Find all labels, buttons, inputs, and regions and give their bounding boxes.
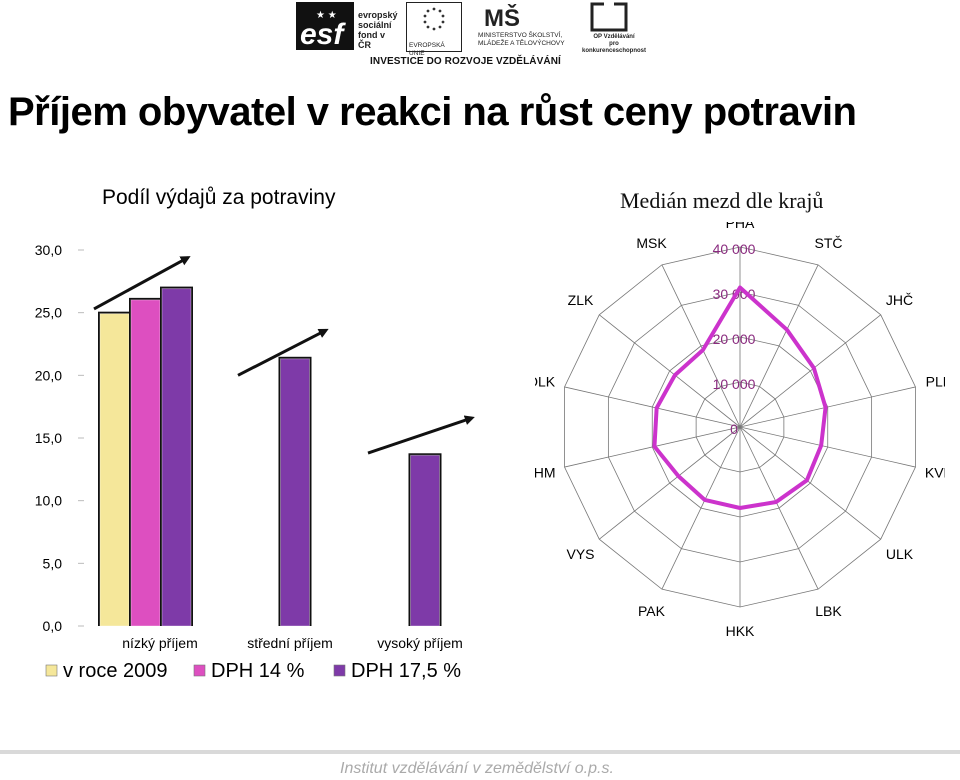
radar-category-label: STČ	[815, 235, 843, 251]
eu-logo: EVROPSKÁ UNIE	[406, 2, 462, 57]
increase-arrow	[93, 256, 191, 311]
radar-category-label: PLK	[926, 374, 945, 390]
esf-line-3: fond v ČR	[358, 30, 385, 50]
header-logos: esf ★ ★ evropský sociální fond v ČR EVRO…	[290, 2, 650, 70]
radar-chart-title: Medián mezd dle krajů	[620, 188, 824, 213]
msmt-line-2: MLÁDEŽE A TĚLOVÝCHOVY	[478, 40, 565, 47]
legend-swatch	[45, 664, 58, 677]
op-logo-icon	[590, 2, 628, 32]
radar-spoke	[739, 314, 881, 428]
msmt-line-1: MINISTERSTVO ŠKOLSTVÍ,	[478, 32, 563, 39]
radar-spoke	[599, 314, 741, 428]
radar-tick-label: 20 000	[713, 331, 756, 347]
page-title: Příjem obyvatel v reakci na růst ceny po…	[8, 90, 857, 134]
y-tick-label: 20,0	[35, 367, 62, 383]
esf-line-2: sociální	[358, 20, 392, 30]
radar-spoke	[564, 386, 741, 428]
radar-spoke	[739, 426, 819, 590]
bar	[410, 454, 440, 627]
y-tick-label: 0,0	[43, 618, 63, 634]
msmt-logo: MŠ MINISTERSTVO ŠKOLSTVÍ, MLÁDEŽE A TĚLO…	[478, 2, 568, 52]
legend-label: DPH 14 %	[211, 660, 305, 682]
footer-text: Institut vzdělávání v zemědělství o.p.s.	[340, 760, 614, 777]
radar-category-label: VYS	[566, 546, 594, 562]
radar-spoke	[739, 426, 916, 468]
radar-category-label: OLK	[535, 374, 556, 390]
bar	[99, 313, 130, 627]
svg-text:esf: esf	[300, 18, 346, 51]
esf-logo-icon: esf ★ ★	[296, 2, 354, 51]
bar-chart: 0,0 5,0 10,0 15,0 20,0 25,0 30,0 nízký příjem st…	[35, 242, 475, 682]
op-line-1: OP Vzdělávání	[593, 34, 635, 40]
esf-logo: esf ★ ★ evropský sociální fond v ČR	[296, 2, 400, 52]
y-tick-label: 5,0	[43, 555, 63, 571]
eu-flag-icon	[407, 3, 461, 41]
bar	[280, 358, 310, 627]
eu-label: EVROPSKÁ UNIE	[409, 42, 445, 57]
bar-chart-title: Podíl výdajů za potraviny	[102, 186, 336, 209]
radar-spoke	[739, 264, 819, 428]
radar-category-label: JHČ	[886, 292, 913, 308]
x-tick-label: vysoký příjem	[377, 635, 463, 651]
radar-category-label: PHA	[726, 222, 755, 231]
footer-divider	[0, 750, 960, 754]
radar-spoke	[661, 264, 741, 428]
op-line-2: pro konkurenceschopnost	[581, 41, 646, 54]
radar-tick-label: 0	[730, 421, 738, 437]
svg-text:★ ★: ★ ★	[316, 10, 337, 21]
op-logo: OP Vzdělávání pro konkurenceschopnost	[572, 2, 650, 54]
radar-category-label: KVK	[925, 464, 945, 480]
legend-label: DPH 17,5 %	[351, 660, 461, 682]
increase-arrow	[237, 328, 329, 377]
y-tick-label: 25,0	[35, 305, 62, 321]
msmt-logo-icon: MŠ	[484, 4, 520, 32]
bar	[161, 288, 192, 627]
radar-category-label: ZLK	[568, 292, 594, 308]
bar	[130, 299, 161, 627]
legend-swatch	[193, 664, 206, 677]
x-tick-label: střední příjem	[247, 635, 333, 651]
radar-spoke	[739, 426, 881, 540]
y-tick-label: 10,0	[35, 493, 62, 509]
y-tick-label: 30,0	[35, 242, 62, 258]
radar-spoke	[661, 426, 741, 590]
radar-category-label: JHM	[535, 464, 556, 480]
svg-text:MŠ: MŠ	[484, 4, 520, 32]
y-tick-label: 15,0	[35, 430, 62, 446]
legend-label: v roce 2009	[63, 660, 168, 682]
radar-category-label: ULK	[886, 546, 914, 562]
esf-line-1: evropský	[358, 10, 398, 20]
radar-spoke	[739, 386, 916, 428]
legend-swatch	[333, 664, 346, 677]
x-tick-label: nízký příjem	[122, 635, 197, 651]
radar-tick-label: 40 000	[713, 241, 756, 257]
radar-category-label: LBK	[815, 603, 842, 619]
increase-arrow	[367, 415, 475, 455]
radar-spoke	[599, 426, 741, 540]
radar-spoke	[564, 426, 741, 468]
radar-category-label: PAK	[638, 603, 666, 619]
radar-series-line	[652, 285, 828, 510]
invest-banner: INVESTICE DO ROZVOJE VZDĚLÁVÁNÍ	[370, 56, 561, 67]
radar-category-label: MSK	[636, 235, 667, 251]
radar-tick-label: 10 000	[713, 376, 756, 392]
radar-category-label: HKK	[726, 623, 755, 639]
